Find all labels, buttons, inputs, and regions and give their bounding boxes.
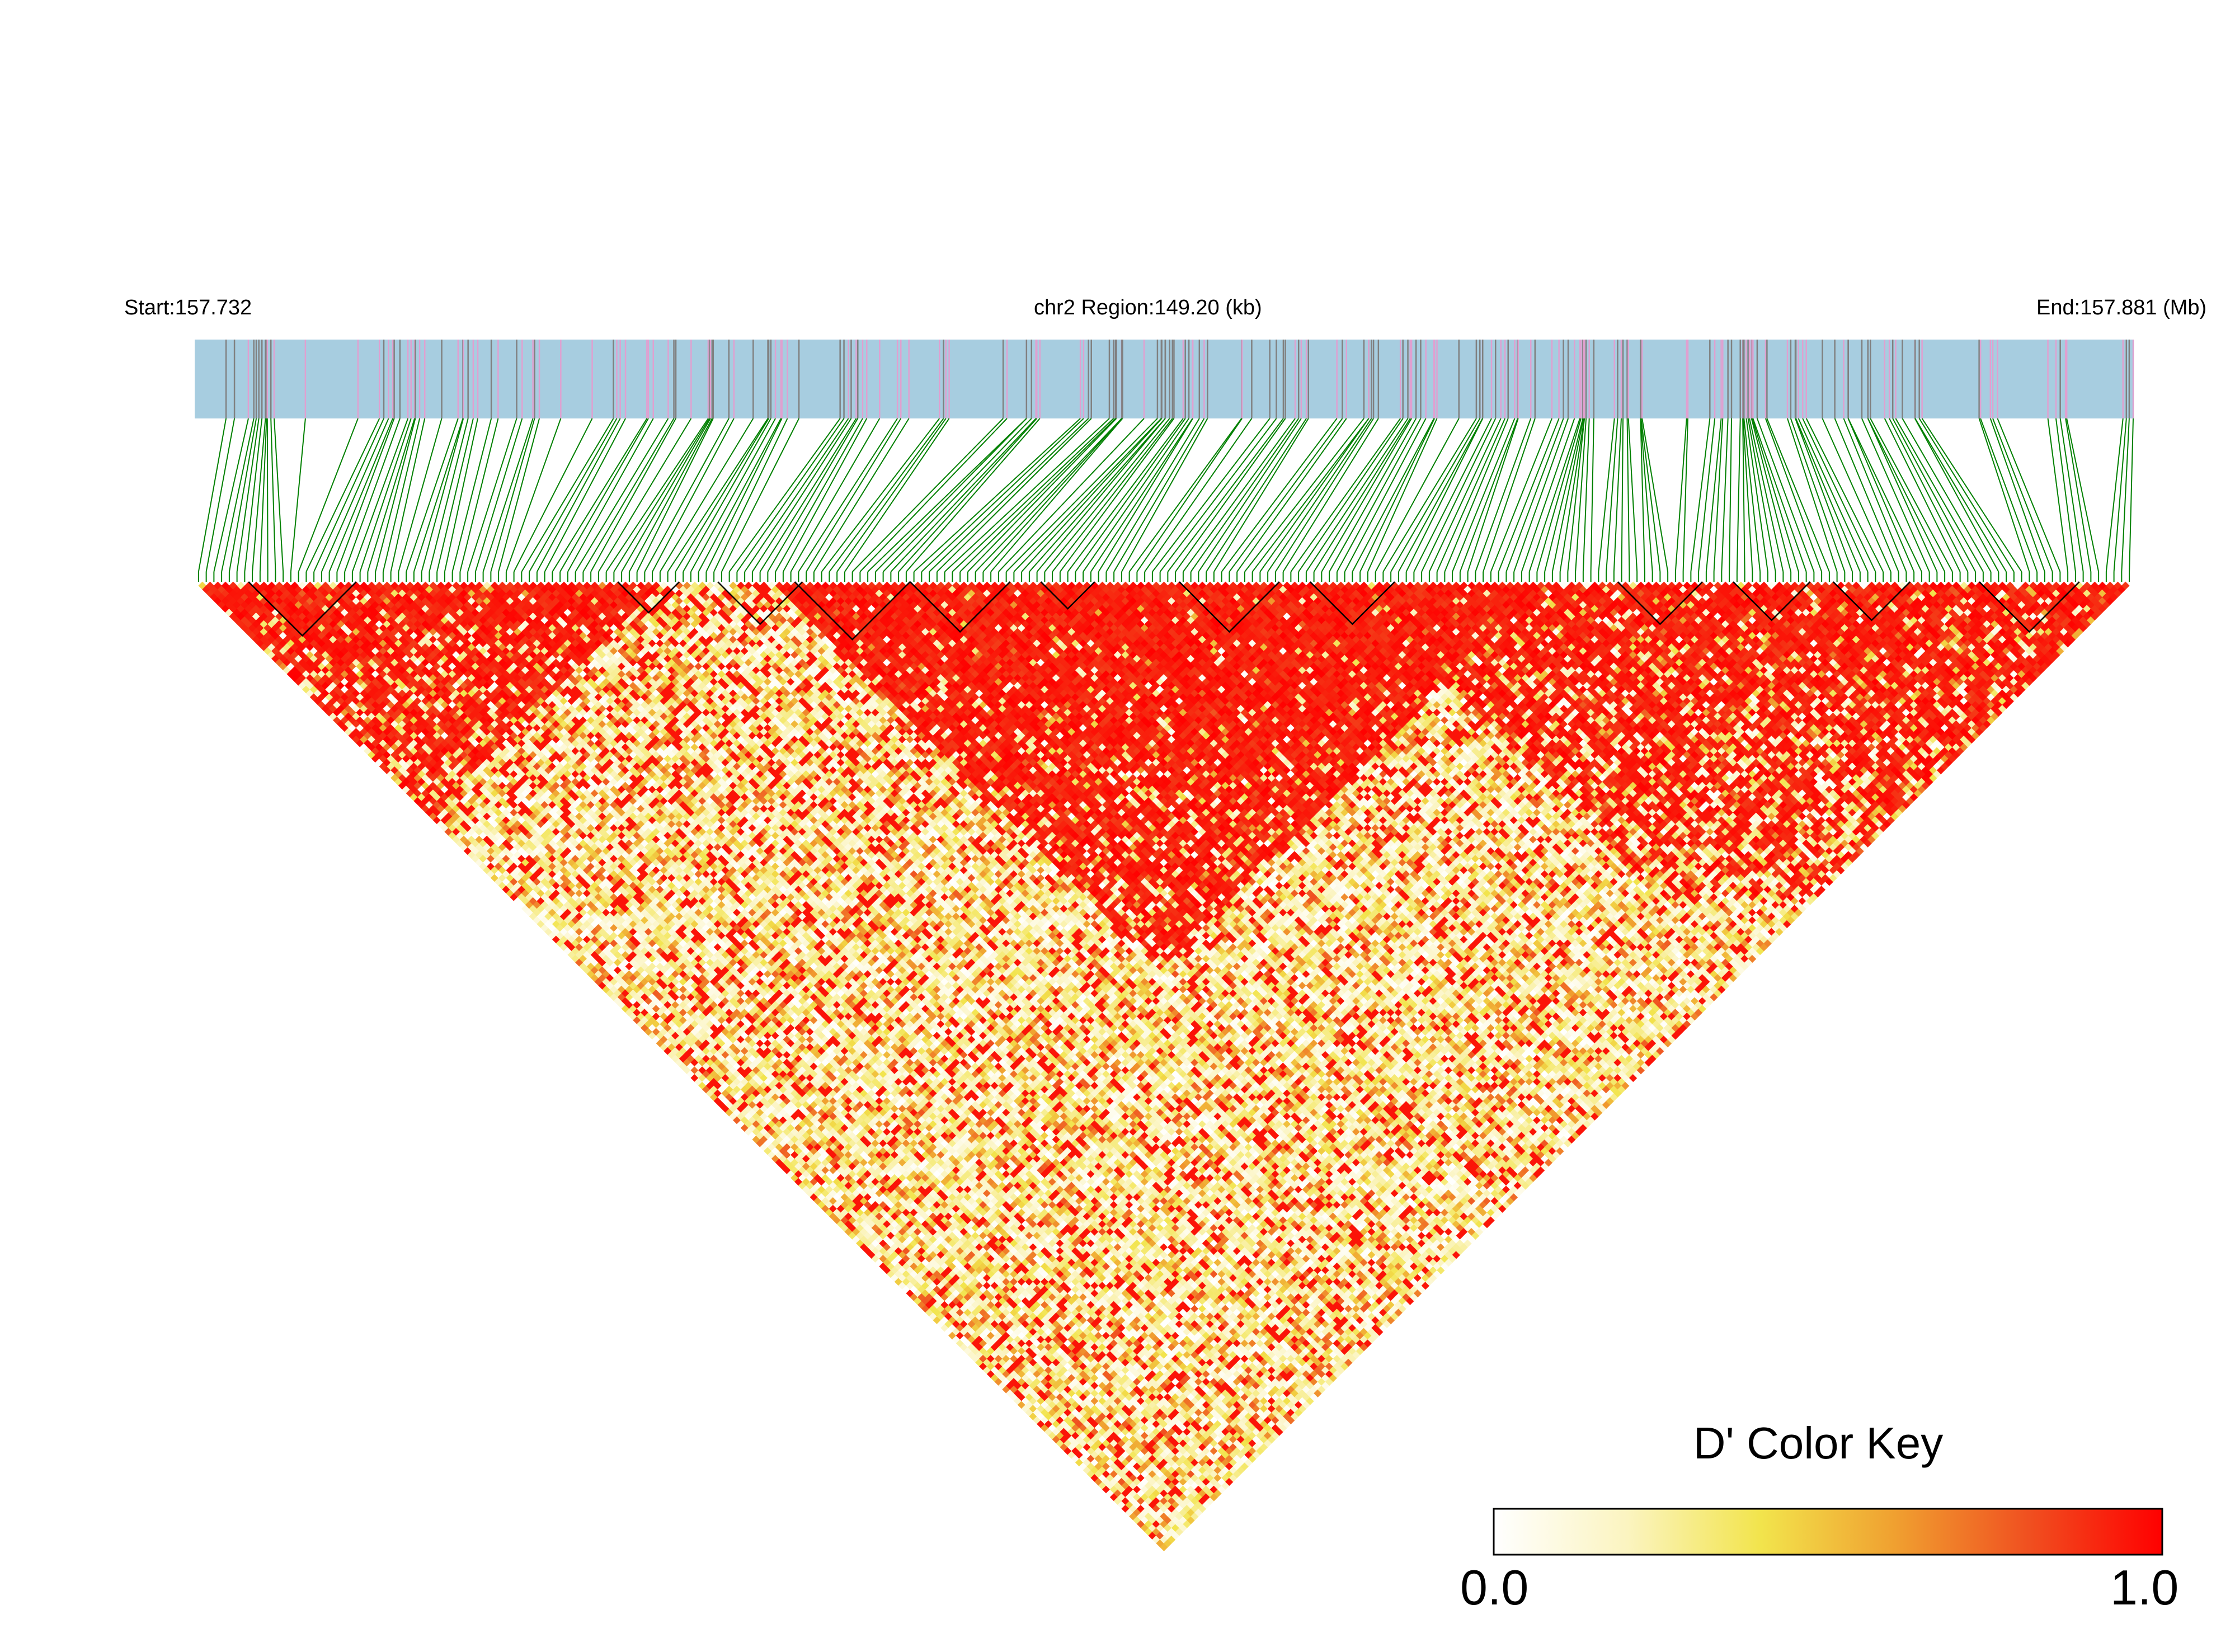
snp-connector-line <box>1915 418 1999 572</box>
snp-connector-line <box>306 418 379 572</box>
snp-connector-line <box>1444 418 1508 572</box>
snp-track-bar <box>195 340 2133 418</box>
snp-connector-line <box>1844 418 1907 572</box>
snp-connector-line <box>1329 418 1416 572</box>
snp-connector-line <box>1991 418 2045 572</box>
snp-connector-line <box>683 418 771 572</box>
snp-connector-line <box>1552 418 1584 572</box>
snp-connector-line <box>775 418 863 572</box>
snp-connector-line <box>1276 418 1373 572</box>
snp-connector-line <box>1175 418 1285 572</box>
snp-connector-line <box>1414 418 1491 572</box>
snp-connector-line <box>599 418 691 572</box>
snp-connector-line <box>274 418 283 572</box>
snp-connector-line <box>206 418 234 572</box>
snp-connector-line <box>1729 418 1731 572</box>
snp-connector-line <box>1895 418 1983 572</box>
snp-connector-line <box>1787 418 1837 572</box>
snp-connector-line <box>445 418 478 572</box>
snp-connector-line <box>1979 418 2030 572</box>
snp-connector-line <box>222 418 254 572</box>
snp-connector-line <box>1114 418 1204 572</box>
snp-connector-line <box>1714 418 1723 572</box>
snp-connector-line <box>1870 418 1952 572</box>
snp-connector-line <box>2129 418 2133 572</box>
snp-connector-line <box>1491 418 1552 572</box>
snp-connector-line <box>791 418 880 572</box>
snp-connector-line <box>271 418 275 572</box>
snp-connector-line <box>2121 418 2129 572</box>
snp-connector-line <box>1629 418 1637 572</box>
snp-connector-line <box>1044 418 1169 572</box>
snp-connector-line <box>1993 418 2053 572</box>
snp-connector-line <box>1368 418 1437 572</box>
snp-connector-line <box>1737 418 1740 572</box>
snp-connector-line <box>1314 418 1410 572</box>
snp-connector-line <box>1706 418 1721 572</box>
snp-connector-line <box>1721 418 1728 572</box>
snp-connector-line <box>1391 418 1480 572</box>
snp-connector-line <box>730 418 840 572</box>
snp-connector-line <box>237 418 259 572</box>
snp-position-track <box>195 340 2133 418</box>
snp-connector-line <box>760 418 857 572</box>
snp-connector-line <box>1627 418 1630 572</box>
snp-connector-line <box>267 418 268 572</box>
snp-connector-line <box>1522 418 1574 572</box>
snp-connector-line <box>1537 418 1581 572</box>
snp-connector-line <box>752 418 851 572</box>
snp-connector-line <box>952 418 1113 572</box>
snp-connector-line <box>453 418 492 572</box>
snp-connector-lines <box>199 418 2133 582</box>
snp-connector-line <box>1191 418 1299 572</box>
snp-connector-line <box>783 418 867 572</box>
snp-connector-line <box>1749 418 1783 572</box>
snp-connector-line <box>1152 418 1270 572</box>
snp-connector-line <box>714 418 787 572</box>
snp-connector-line <box>2056 418 2076 572</box>
snp-connector-line <box>199 418 226 572</box>
snp-connector-line <box>1145 418 1251 572</box>
snp-connector-line <box>1683 418 1688 572</box>
snp-connector-line <box>545 418 625 572</box>
snp-connector-line <box>637 418 713 572</box>
snp-connector-line <box>1014 418 1161 572</box>
snp-connector-line <box>1422 418 1495 572</box>
ld-heatmap-triangle <box>199 582 2129 1551</box>
snp-connector-line <box>898 418 1037 572</box>
snp-connector-line <box>1752 418 1799 572</box>
snp-connector-line <box>1591 418 1594 572</box>
snp-connector-line <box>1622 418 1623 572</box>
snp-connector-line <box>1060 418 1174 572</box>
snp-connector-line <box>476 418 522 572</box>
snp-connector-line <box>537 418 620 572</box>
snp-connector-line <box>1321 418 1411 572</box>
snp-connector-line <box>1868 418 1937 572</box>
snp-connector-line <box>1214 418 1309 572</box>
snp-connector-line <box>291 418 305 572</box>
snp-connector-line <box>822 418 940 572</box>
snp-connector-line <box>853 418 1003 572</box>
snp-connector-line <box>1337 418 1421 572</box>
snp-connector-line <box>2065 418 2091 572</box>
snp-connector-line <box>1676 418 1687 572</box>
snp-connector-line <box>1468 418 1518 572</box>
snp-connector-line <box>1029 418 1165 572</box>
snp-connector-line <box>322 418 389 572</box>
snp-connector-line <box>1568 418 1584 572</box>
snp-connector-line <box>491 418 534 572</box>
snp-connector-line <box>1902 418 1991 572</box>
snp-connector-line <box>1614 418 1621 572</box>
snp-connector-line <box>1848 418 1922 572</box>
snp-connector-line <box>629 418 712 572</box>
